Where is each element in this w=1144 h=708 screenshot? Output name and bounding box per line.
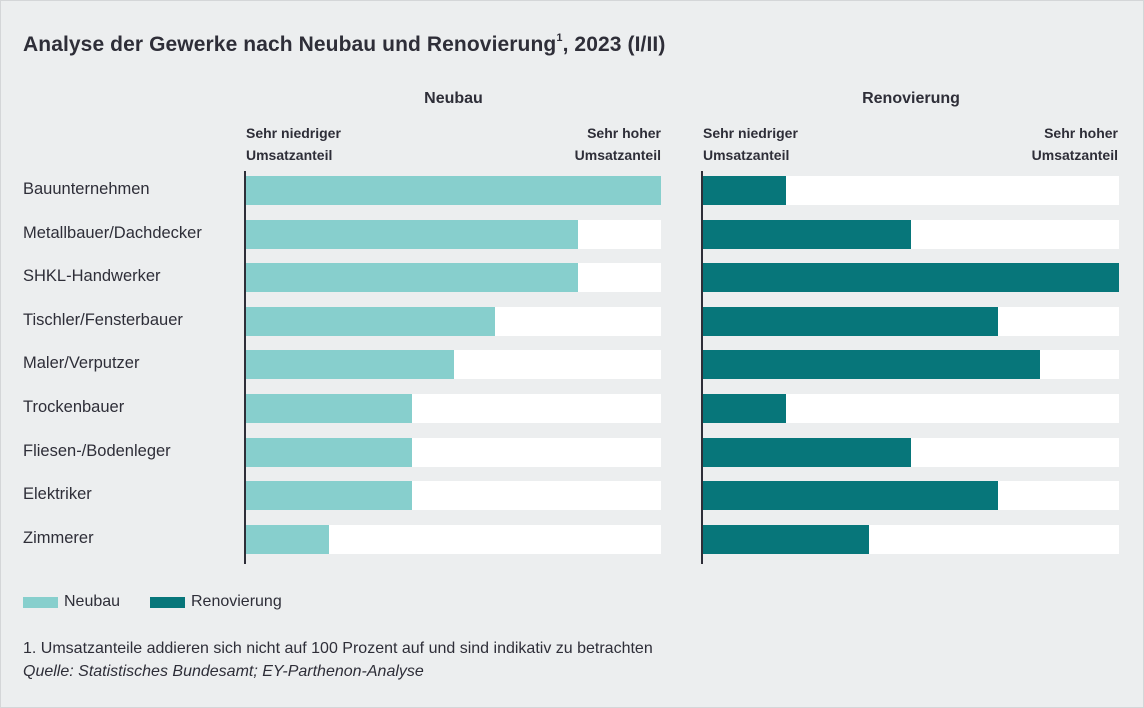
renovierung-bar-track (703, 481, 1119, 510)
renovierung-bar-track (703, 263, 1119, 292)
renovierung-high-label-line2: Umsatzanteil (1031, 147, 1118, 163)
neubau-bar-track (246, 220, 661, 249)
neubau-bar (246, 350, 454, 379)
neubau-bar-track (246, 176, 661, 205)
renovierung-bar-track (703, 220, 1119, 249)
neubau-bar (246, 176, 661, 205)
renovierung-bar-track (703, 394, 1119, 423)
neubau-bar (246, 481, 412, 510)
footnote: 1. Umsatzanteile addieren sich nicht auf… (23, 640, 653, 657)
title-footnote-marker: 1 (556, 32, 563, 44)
neubau-bar (246, 525, 329, 554)
renovierung-bar (703, 438, 911, 467)
neubau-bar-track (246, 263, 661, 292)
neubau-bar (246, 263, 578, 292)
category-label: Fliesen-/Bodenleger (23, 442, 171, 460)
renovierung-bar (703, 263, 1119, 292)
neubau-low-label: Sehr niedriger Umsatzanteil (246, 122, 416, 166)
renovierung-bar (703, 307, 999, 336)
renovierung-high-label-line1: Sehr hoher (1044, 125, 1118, 141)
renovierung-low-label: Sehr niedriger Umsatzanteil (703, 122, 873, 166)
title-suffix: , 2023 (I/II) (562, 33, 666, 56)
category-label: Zimmerer (23, 529, 94, 547)
legend-label-renovierung: Renovierung (191, 593, 282, 610)
category-label: Metallbauer/Dachdecker (23, 224, 202, 242)
renovierung-low-label-line1: Sehr niedriger (703, 125, 798, 141)
panel-title-neubau: Neubau (424, 90, 483, 107)
panel-title-renovierung: Renovierung (862, 90, 960, 107)
neubau-bar-track (246, 350, 661, 379)
renovierung-bar (703, 350, 1040, 379)
renovierung-bar (703, 481, 999, 510)
neubau-low-label-line2: Umsatzanteil (246, 147, 333, 163)
renovierung-bar-track (703, 307, 1119, 336)
neubau-high-label: Sehr hoher Umsatzanteil (491, 122, 661, 166)
neubau-bar (246, 220, 578, 249)
renovierung-bar-track (703, 176, 1119, 205)
renovierung-bar-track (703, 350, 1119, 379)
category-label: Elektriker (23, 485, 92, 503)
renovierung-bar (703, 176, 787, 205)
neubau-high-label-line1: Sehr hoher (587, 125, 661, 141)
neubau-bar-track (246, 481, 661, 510)
neubau-bar (246, 394, 412, 423)
renovierung-bar (703, 220, 911, 249)
neubau-bar-track (246, 525, 661, 554)
renovierung-bar (703, 525, 870, 554)
category-label: Maler/Verputzer (23, 354, 140, 372)
renovierung-bar (703, 394, 787, 423)
category-label: Trockenbauer (23, 398, 125, 416)
neubau-low-label-line1: Sehr niedriger (246, 125, 341, 141)
category-label: Bauunternehmen (23, 180, 150, 198)
renovierung-axis-line (701, 171, 703, 564)
neubau-bar (246, 438, 412, 467)
legend-swatch-neubau (23, 597, 58, 608)
title-text: Analyse der Gewerke nach Neubau und Reno… (23, 33, 557, 56)
renovierung-low-label-line2: Umsatzanteil (703, 147, 790, 163)
category-label: SHKL-Handwerker (23, 267, 161, 285)
neubau-high-label-line2: Umsatzanteil (574, 147, 661, 163)
chart-title: Analyse der Gewerke nach Neubau und Reno… (23, 32, 666, 57)
renovierung-bar-track (703, 525, 1119, 554)
neubau-axis-line (244, 171, 246, 564)
legend-swatch-renovierung (150, 597, 185, 608)
neubau-bar-track (246, 307, 661, 336)
neubau-bar-track (246, 394, 661, 423)
legend-label-neubau: Neubau (64, 593, 121, 610)
source-note: Quelle: Statistisches Bundesamt; EY-Part… (23, 663, 424, 680)
neubau-bar (246, 307, 495, 336)
category-label: Tischler/Fensterbauer (23, 311, 183, 329)
renovierung-bar-track (703, 438, 1119, 467)
neubau-bar-track (246, 438, 661, 467)
renovierung-high-label: Sehr hoher Umsatzanteil (948, 122, 1118, 166)
